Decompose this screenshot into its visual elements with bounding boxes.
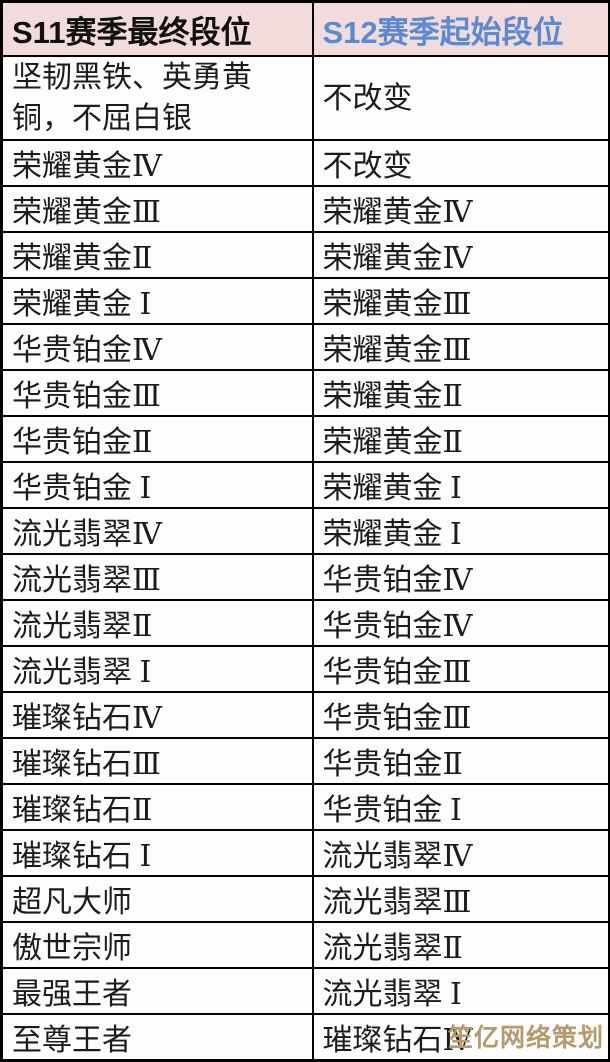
cell-s12-rank: 不改变 [311,55,610,141]
cell-s11-rank: 超凡大师 [0,875,314,923]
table-row: 最强王者 流光翡翠 Ⅰ [0,967,610,1015]
cell-s12-rank: 华贵铂金Ⅳ [311,553,610,601]
header-s12-start-rank: S12赛季起始段位 [311,0,610,57]
cell-s11-rank: 璀璨钻石Ⅱ [0,783,314,831]
cell-s11-rank: 流光翡翠Ⅱ [0,599,314,647]
table-row: 璀璨钻石Ⅱ 华贵铂金 Ⅰ [0,783,610,831]
cell-s11-rank: 璀璨钻石 Ⅰ [0,829,314,877]
cell-s12-rank: 荣耀黄金Ⅱ [311,369,610,417]
table-row: 荣耀黄金Ⅳ 不改变 [0,139,610,187]
table-row: 流光翡翠Ⅲ 华贵铂金Ⅳ [0,553,610,601]
cell-s11-rank: 流光翡翠Ⅲ [0,553,314,601]
cell-s11-rank: 最强王者 [0,967,314,1015]
table-row: 流光翡翠 Ⅰ 华贵铂金Ⅲ [0,645,610,693]
cell-s12-rank: 华贵铂金Ⅲ [311,645,610,693]
header-row: S11赛季最终段位 S12赛季起始段位 [0,0,610,57]
cell-s11-rank: 华贵铂金Ⅳ [0,323,314,371]
cell-s11-rank: 荣耀黄金 Ⅰ [0,277,314,325]
table-row: 超凡大师 流光翡翠Ⅲ [0,875,610,923]
table-row: 荣耀黄金 Ⅰ 荣耀黄金Ⅲ [0,277,610,325]
table-row: 至尊王者 璀璨钻石Ⅳ [0,1013,610,1062]
cell-s12-rank: 流光翡翠 Ⅰ [311,967,610,1015]
table-row: 璀璨钻石Ⅲ 华贵铂金Ⅱ [0,737,610,785]
cell-s12-rank: 流光翡翠Ⅲ [311,875,610,923]
table-row: 傲世宗师 流光翡翠Ⅱ [0,921,610,969]
header-s11-final-rank: S11赛季最终段位 [0,0,314,57]
cell-s12-rank: 流光翡翠Ⅳ [311,829,610,877]
cell-s11-rank: 流光翡翠Ⅳ [0,507,314,555]
cell-s11-rank: 坚韧黑铁、英勇黄铜，不屈白银 [0,55,314,141]
table-row: 璀璨钻石 Ⅰ 流光翡翠Ⅳ [0,829,610,877]
table-row: 荣耀黄金Ⅱ 荣耀黄金Ⅳ [0,231,610,279]
cell-s11-rank: 璀璨钻石Ⅳ [0,691,314,739]
table-row: 坚韧黑铁、英勇黄铜，不屈白银 不改变 [0,55,610,141]
cell-s12-rank: 荣耀黄金Ⅲ [311,323,610,371]
cell-s11-rank: 荣耀黄金Ⅲ [0,185,314,233]
cell-s12-rank: 荣耀黄金 Ⅰ [311,507,610,555]
table-row: 华贵铂金Ⅱ 荣耀黄金Ⅱ [0,415,610,463]
cell-s11-rank: 傲世宗师 [0,921,314,969]
table-row: 华贵铂金Ⅲ 荣耀黄金Ⅱ [0,369,610,417]
table-row: 流光翡翠Ⅳ 荣耀黄金 Ⅰ [0,507,610,555]
cell-s12-rank: 璀璨钻石Ⅳ [311,1013,610,1062]
cell-s11-rank: 至尊王者 [0,1013,314,1062]
cell-s12-rank: 荣耀黄金Ⅳ [311,231,610,279]
cell-s12-rank: 荣耀黄金 Ⅰ [311,461,610,509]
cell-s11-rank: 璀璨钻石Ⅲ [0,737,314,785]
cell-s11-rank: 荣耀黄金Ⅱ [0,231,314,279]
cell-s11-rank: 流光翡翠 Ⅰ [0,645,314,693]
cell-s12-rank: 不改变 [311,139,610,187]
cell-s12-rank: 华贵铂金Ⅳ [311,599,610,647]
cell-s12-rank: 流光翡翠Ⅱ [311,921,610,969]
cell-s11-rank: 华贵铂金Ⅲ [0,369,314,417]
cell-s12-rank: 华贵铂金 Ⅰ [311,783,610,831]
table-row: 璀璨钻石Ⅳ 华贵铂金Ⅲ [0,691,610,739]
table-row: 荣耀黄金Ⅲ 荣耀黄金Ⅳ [0,185,610,233]
table-row: 华贵铂金Ⅳ 荣耀黄金Ⅲ [0,323,610,371]
table-row: 华贵铂金 Ⅰ 荣耀黄金 Ⅰ [0,461,610,509]
cell-s11-rank: 华贵铂金 Ⅰ [0,461,314,509]
cell-s12-rank: 荣耀黄金Ⅲ [311,277,610,325]
cell-s12-rank: 荣耀黄金Ⅳ [311,185,610,233]
cell-s12-rank: 华贵铂金Ⅲ [311,691,610,739]
cell-s11-rank: 荣耀黄金Ⅳ [0,139,314,187]
cell-s12-rank: 荣耀黄金Ⅱ [311,415,610,463]
cell-s12-rank: 华贵铂金Ⅱ [311,737,610,785]
table-row: 流光翡翠Ⅱ 华贵铂金Ⅳ [0,599,610,647]
cell-s11-rank: 华贵铂金Ⅱ [0,415,314,463]
